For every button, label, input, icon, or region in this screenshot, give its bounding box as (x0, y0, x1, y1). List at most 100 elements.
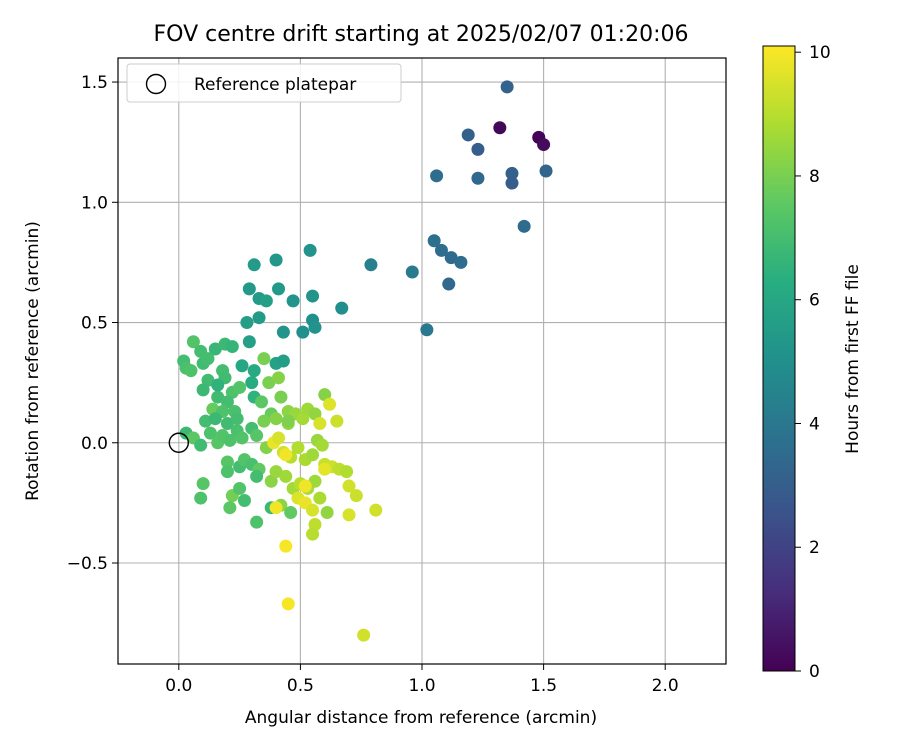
data-point (340, 465, 354, 479)
data-point (291, 441, 305, 455)
y-axis: −0.5 0.0 0.5 1.0 1.5 (67, 73, 118, 574)
data-point (286, 294, 300, 308)
data-point (517, 219, 531, 233)
data-point (318, 462, 332, 476)
data-point (233, 481, 247, 495)
data-point (313, 417, 327, 431)
data-point (405, 265, 419, 279)
data-point (330, 414, 344, 428)
data-point (461, 128, 475, 142)
data-point (272, 371, 286, 385)
data-point (454, 255, 468, 269)
data-point (220, 455, 234, 469)
data-point (296, 325, 310, 339)
data-point (250, 515, 264, 529)
data-point (420, 323, 434, 337)
data-point (298, 479, 312, 493)
data-point (279, 539, 293, 553)
data-point (539, 164, 553, 178)
data-point (281, 414, 295, 428)
data-point (364, 258, 378, 272)
data-point (245, 376, 259, 390)
reference-marker (168, 432, 190, 453)
colorbar-tick-label: 10 (809, 43, 831, 63)
y-tick-label: 1.5 (81, 73, 108, 93)
data-point (308, 320, 322, 334)
data-point (250, 469, 264, 483)
data-point (303, 243, 317, 257)
x-tick-label: 1.0 (408, 676, 435, 696)
data-point (349, 489, 363, 503)
y-tick-label: 0.5 (81, 314, 108, 334)
data-point (201, 352, 215, 366)
data-point (242, 282, 256, 296)
data-point (194, 491, 208, 505)
data-point (427, 234, 441, 248)
data-point (272, 431, 286, 445)
data-point (335, 301, 349, 315)
data-point (369, 503, 383, 517)
data-point (276, 354, 290, 368)
data-point (203, 426, 217, 440)
x-axis-label: Angular distance from reference (arcmin) (245, 708, 597, 728)
data-point (323, 397, 337, 411)
legend: Reference platepar (126, 63, 402, 103)
data-point (308, 407, 322, 421)
chart-title: FOV centre drift starting at 2025/02/07 … (154, 22, 689, 47)
data-point (220, 465, 234, 479)
colorbar-tick-label: 6 (809, 291, 820, 311)
data-point (254, 395, 268, 409)
data-point (442, 277, 456, 291)
data-point (306, 527, 320, 541)
data-point (296, 412, 310, 426)
colorbar: 0 2 4 6 8 10 Hours from first FF file (762, 43, 863, 682)
colorbar-tick-label: 8 (809, 167, 820, 187)
data-point (306, 289, 320, 303)
data-point (320, 506, 334, 519)
data-point (199, 414, 213, 428)
data-point (279, 469, 293, 483)
data-point (471, 142, 485, 156)
data-point (247, 258, 261, 272)
data-point (272, 282, 286, 296)
data-point (211, 390, 225, 404)
data-point (269, 501, 283, 515)
data-point (284, 506, 298, 519)
data-point (250, 429, 264, 443)
data-point (279, 448, 293, 462)
data-points (177, 80, 553, 642)
data-point (257, 352, 271, 366)
data-point (493, 121, 507, 135)
x-tick-label: 1.5 (530, 676, 557, 696)
data-point (201, 373, 215, 387)
data-point (259, 294, 273, 308)
data-point (220, 395, 234, 409)
data-point (274, 390, 288, 404)
data-point (235, 359, 249, 373)
data-point (223, 433, 237, 447)
data-point (237, 493, 251, 507)
x-tick-label: 2.0 (652, 676, 679, 696)
data-point (537, 138, 551, 152)
legend-box (126, 63, 402, 103)
data-point (230, 412, 244, 426)
data-point (306, 448, 320, 462)
data-point (308, 474, 322, 488)
x-tick-label: 0.0 (165, 676, 192, 696)
x-tick-label: 0.5 (287, 676, 314, 696)
data-point (247, 364, 261, 378)
x-axis: 0.0 0.5 1.0 1.5 2.0 (165, 664, 679, 696)
data-point (276, 325, 290, 339)
data-point (505, 166, 519, 180)
data-point (434, 243, 448, 257)
data-point (220, 417, 234, 431)
y-tick-label: 1.0 (81, 193, 108, 213)
data-point (315, 438, 329, 452)
reference-platepar-marker (168, 432, 190, 453)
data-point (505, 176, 519, 190)
data-point (194, 438, 208, 452)
data-point (471, 171, 485, 185)
data-point (264, 474, 278, 488)
data-point (196, 383, 210, 397)
